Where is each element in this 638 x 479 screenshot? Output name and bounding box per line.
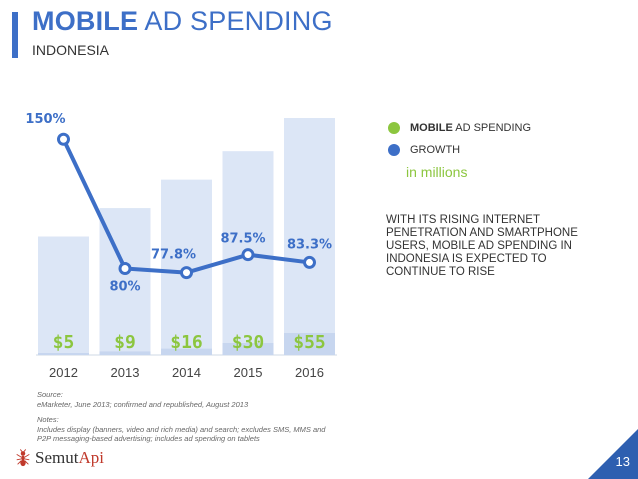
spending-label-2013: $9 <box>114 332 136 353</box>
year-label-2014: 2014 <box>172 365 201 380</box>
growth-point-2013 <box>118 262 132 276</box>
page-title: MOBILE AD SPENDING <box>32 8 333 35</box>
source-notes: Source: eMarketer, June 2013; confirmed … <box>37 390 337 444</box>
spending-label-2014: $16 <box>170 332 203 353</box>
legend-spending-dot-icon <box>388 122 400 134</box>
spending-bar-2016 <box>284 333 335 355</box>
growth-label-2015: 87.5% <box>220 232 265 247</box>
notes-text: Includes display (banners, video and ric… <box>37 424 326 444</box>
page-corner-decoration <box>588 429 638 479</box>
legend-growth-dot-icon <box>388 144 400 156</box>
growth-point-2012 <box>57 132 70 146</box>
growth-label-2014: 77.8% <box>151 248 196 263</box>
spending-bar-2012 <box>38 353 89 355</box>
title-rest: AD SPENDING <box>138 6 333 36</box>
source-text: eMarketer, June 2013; confirmed and repu… <box>37 399 249 409</box>
background-bar-2012 <box>38 236 89 355</box>
background-bar-2016 <box>284 118 335 355</box>
growth-label-2012: 150% <box>25 112 65 127</box>
unit-label: in millions <box>406 164 468 180</box>
year-label-2016: 2016 <box>295 365 324 380</box>
growth-point-2015 <box>241 248 255 262</box>
year-label-2012: 2012 <box>49 365 78 380</box>
growth-point-2014 <box>180 266 193 280</box>
source-label: Source: <box>37 390 63 399</box>
semutapi-logo: Semut Api <box>14 448 104 468</box>
spending-bar-2013 <box>99 351 151 355</box>
legend-growth-label: GROWTH <box>410 144 461 156</box>
notes-label: Notes: <box>37 415 59 424</box>
ant-logo-icon <box>16 449 30 467</box>
logo-text-semut: Semut <box>35 448 79 467</box>
growth-point-2016 <box>303 255 316 269</box>
legend-item-growth: GROWTH <box>388 144 460 156</box>
year-label-2013: 2013 <box>111 365 140 380</box>
page-number: 13 <box>615 454 630 469</box>
title-bold: MOBILE <box>32 6 139 36</box>
logo-text-api: Api <box>78 448 104 467</box>
spending-label-2012: $5 <box>53 332 75 353</box>
spending-label-2015: $30 <box>232 332 265 353</box>
title-accent-bar <box>12 12 18 58</box>
spending-bar-2015 <box>222 343 274 355</box>
legend-spending-label: MOBILE AD SPENDING <box>410 122 532 134</box>
legend-item-spending: MOBILE AD SPENDING <box>388 122 531 134</box>
growth-label-2013: 80% <box>109 280 140 295</box>
spending-label-2016: $55 <box>293 332 326 353</box>
insight-note: WITH ITS RISING INTERNET PENETRATION AND… <box>386 214 578 278</box>
year-label-2015: 2015 <box>234 365 263 380</box>
page-subtitle: INDONESIA <box>32 42 110 58</box>
spending-bar-2014 <box>161 348 212 355</box>
growth-label-2016: 83.3% <box>287 237 332 252</box>
